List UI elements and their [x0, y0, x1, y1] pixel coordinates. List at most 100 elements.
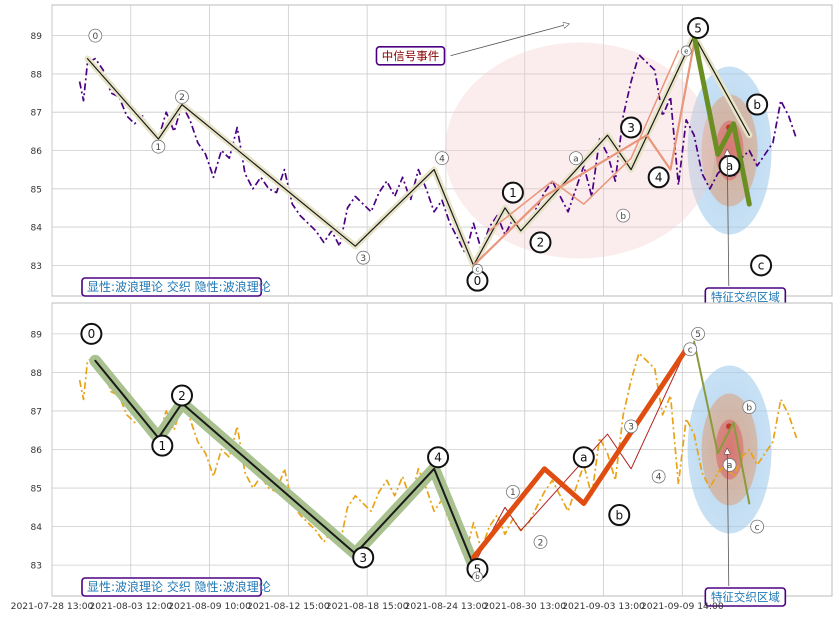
wave-marker: 2 [533, 535, 548, 549]
y-tick-label: 88 [31, 369, 43, 379]
wave-marker: 2 [171, 384, 193, 407]
wave-marker: 1 [151, 434, 174, 457]
wave-marker-label: a [580, 451, 587, 465]
wave-marker-label: c [755, 523, 760, 533]
wave-marker-label: e [684, 47, 688, 55]
wave-marker-label: b [615, 508, 623, 522]
y-tick-label: 87 [31, 109, 42, 119]
wave-marker: a [569, 151, 583, 166]
wave-marker: 4 [651, 469, 666, 484]
wave-marker-circle [529, 231, 552, 254]
wave-marker-circle [750, 519, 765, 534]
wave-marker: a [722, 458, 737, 472]
wave-marker-label: 0 [474, 274, 482, 288]
wave-marker-circle [651, 469, 666, 484]
wave-marker-circle [572, 446, 595, 469]
wave-marker-circle [151, 139, 166, 154]
wave-marker-circle [533, 535, 548, 549]
legend-box [81, 577, 262, 597]
wave-marker: 4 [427, 446, 450, 469]
wave-marker-label: 1 [155, 143, 161, 153]
wave-line [693, 340, 751, 505]
panel-top: 83 84 85 86 87 88 89 0 1 2 3 4 0 1 2 3 4 5 a b c a b c e 中信号事件特征交… [31, 4, 833, 307]
wave-line [94, 359, 475, 567]
price-line [78, 53, 798, 255]
annotation: 特征交织区域 [704, 151, 787, 307]
wave-marker-label: a [727, 461, 733, 471]
y-tick-label: 84 [31, 224, 43, 234]
wave-marker: 3 [356, 250, 371, 265]
x-tick-label: 2021-08-09 10:00 [168, 601, 251, 612]
wave-marker: b [472, 571, 483, 583]
wave-marker-label: 0 [92, 32, 98, 42]
wave-marker-circle [687, 16, 710, 39]
wave-marker: b [608, 504, 631, 527]
y-tick-label: 85 [31, 485, 42, 495]
legend-box [81, 277, 262, 297]
wave-marker-circle [680, 45, 692, 57]
wave-marker-label: b [475, 573, 480, 581]
wave-marker: c [683, 342, 698, 357]
y-tick-label: 86 [31, 446, 43, 456]
y-tick-label: 85 [31, 185, 42, 195]
wave-marker-circle [171, 384, 193, 407]
wave-marker: 5 [687, 16, 710, 39]
wave-marker-label: 5 [694, 21, 702, 35]
annotation-arrow [727, 151, 729, 287]
wave-marker: 5 [691, 326, 705, 341]
x-tick-label: 2021-08-24 13:00 [405, 601, 488, 612]
wave-marker: a [572, 446, 595, 469]
legend: 显性:波浪理论 交织 隐性:波浪理论 [81, 277, 271, 297]
wave-line [86, 34, 750, 266]
annotation-text: 特征交织区域 [711, 590, 780, 604]
wave-marker: 4 [647, 166, 670, 189]
wave-marker-circle [175, 89, 189, 104]
wave-marker-label: 2 [538, 538, 544, 548]
wave-marker-circle [722, 458, 737, 472]
wave-marker-label: c [688, 346, 693, 356]
wave-marker-label: 1 [510, 488, 516, 498]
wave-marker-label: c [758, 259, 765, 273]
x-tick-label: 2021-09-03 13:00 [562, 601, 645, 612]
wave-marker: 3 [620, 116, 643, 139]
wave-marker-label: 3 [628, 423, 634, 433]
wave-marker: 3 [352, 546, 375, 569]
wave-marker-circle [80, 322, 103, 345]
wave-marker: b [616, 208, 631, 223]
wave-marker-circle [746, 93, 769, 116]
wave-marker-circle [356, 250, 371, 265]
wave-marker: 4 [435, 151, 449, 166]
wave-marker-circle [472, 571, 483, 583]
wave-marker-label: a [726, 159, 733, 173]
wave-marker-circle [569, 151, 583, 166]
x-tick-label: 2021-07-28 13:00 [11, 601, 94, 612]
wave-marker: 1 [151, 139, 166, 154]
wave-marker-label: 4 [439, 154, 445, 164]
wave-marker-circle [352, 546, 375, 569]
annotation-arrow [727, 450, 729, 587]
wave-marker: e [680, 45, 692, 57]
x-tick-label: 2021-09-09 14:00 [641, 601, 724, 612]
wave-marker-circle [742, 400, 757, 414]
wave-line [473, 348, 687, 566]
wave-marker: 3 [624, 419, 638, 434]
wave-marker-circle [501, 181, 524, 204]
y-tick-label: 89 [31, 330, 43, 340]
wave-marker-label: b [746, 403, 752, 413]
wave-marker: 2 [529, 231, 552, 254]
wave-marker: c [472, 263, 483, 275]
annotation-text: 特征交织区域 [711, 290, 780, 304]
wave-marker-label: 2 [537, 236, 545, 250]
wave-marker-circle [691, 326, 705, 341]
wave-marker-circle [472, 263, 483, 275]
wave-marker-label: 1 [509, 186, 517, 200]
wave-marker-circle [88, 28, 103, 43]
x-tick-label: 2021-08-30 13:00 [483, 601, 566, 612]
wave-marker: b [746, 93, 769, 116]
annotation-box [704, 587, 787, 607]
y-tick-label: 89 [31, 32, 43, 42]
x-tick-label: 2021-08-18 15:00 [326, 601, 409, 612]
wave-line [488, 50, 680, 232]
wave-marker-circle [624, 419, 638, 434]
